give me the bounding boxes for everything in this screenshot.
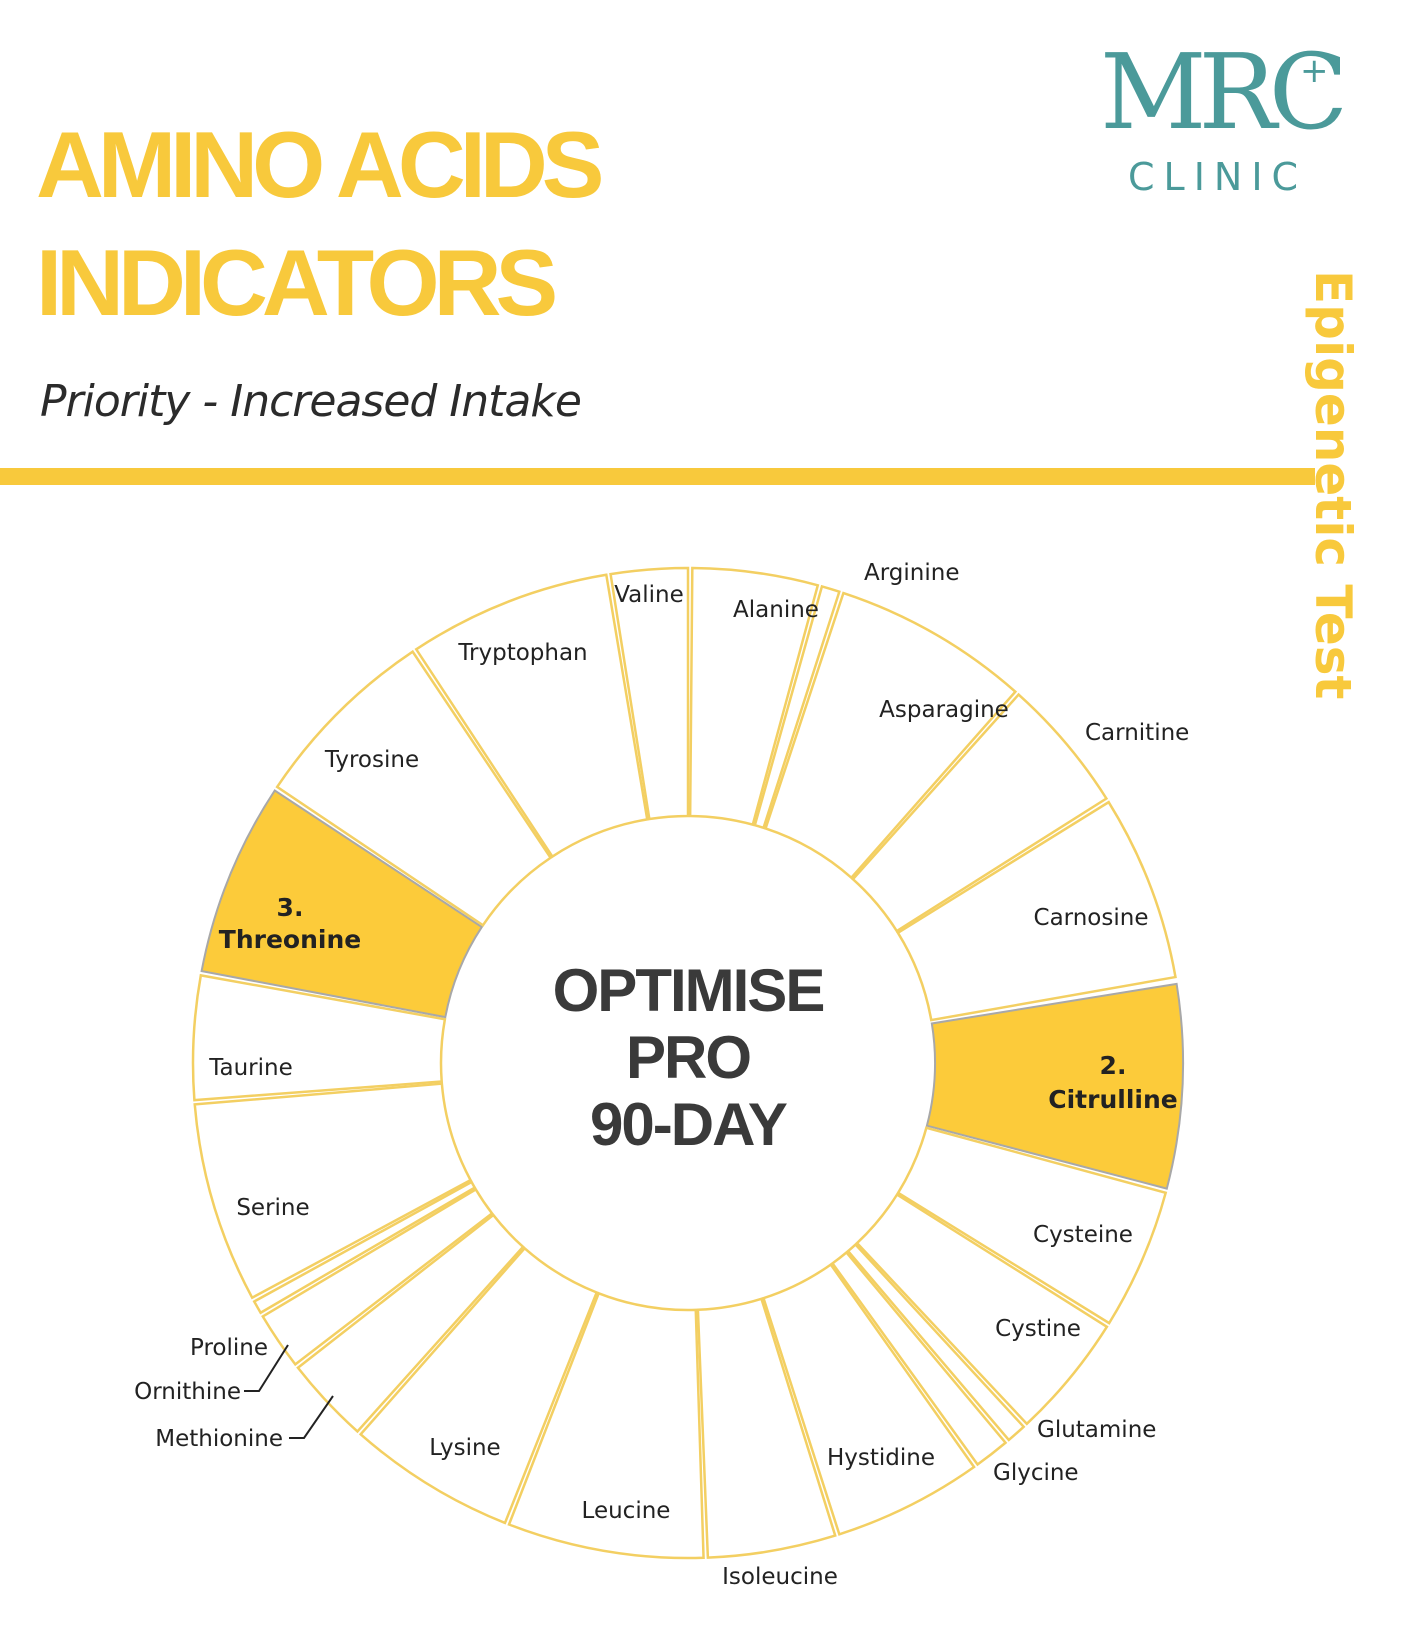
- wheel-segment-methionine: [296, 1213, 525, 1434]
- wheel-segment-isoleucine: [696, 1297, 837, 1559]
- segment-label-alanine: Alanine: [733, 597, 819, 623]
- wheel-segment-serine: [193, 1082, 473, 1300]
- segment-label-tyrosine: Tyrosine: [324, 747, 419, 773]
- subtitle: Priority - Increased Intake: [40, 376, 582, 427]
- segment-label-citrulline: Citrulline: [1048, 1085, 1177, 1114]
- segment-label-serine: Serine: [236, 1195, 309, 1221]
- wheel-segment-threonine: [200, 789, 484, 1019]
- segment-label-ornithine: Ornithine: [134, 1379, 241, 1405]
- logo-plus-icon: +: [1300, 51, 1329, 91]
- center-text-line-2: PRO: [626, 1024, 750, 1091]
- segment-rank-citrulline: 2.: [1100, 1051, 1127, 1080]
- segment-label-isoleucine: Isoleucine: [722, 1564, 838, 1590]
- segment-label-arginine: Arginine: [864, 560, 959, 586]
- wheel-segment-taurine: [191, 973, 447, 1102]
- logo-mark: MRC: [1100, 31, 1348, 153]
- wheel-segment-glycine: [830, 1250, 1008, 1467]
- wheel-segment-cysteine: [896, 1126, 1168, 1325]
- title-line-2: INDICATORS: [36, 230, 558, 335]
- logo-subtext: CLINIC: [1128, 155, 1308, 199]
- wheel-segment-arginine: [753, 584, 841, 830]
- segment-label-valine: Valine: [614, 582, 684, 608]
- segment-label-cysteine: Cysteine: [1033, 1222, 1133, 1248]
- segment-label-cystine: Cystine: [995, 1316, 1081, 1342]
- segment-label-lysine: Lysine: [429, 1435, 500, 1461]
- center-text-line-3: 90-DAY: [590, 1091, 788, 1158]
- header-divider: [0, 468, 1315, 485]
- segment-label-asparagine: Asparagine: [879, 697, 1009, 723]
- wheel-segment-tryptophan: [414, 573, 649, 859]
- segment-label-taurine: Taurine: [208, 1055, 293, 1081]
- wheel-segment-proline: [252, 1180, 477, 1315]
- clinic-logo: MRC + CLINIC: [1100, 31, 1348, 200]
- segment-label-glycine: Glycine: [993, 1460, 1079, 1486]
- wheel-segment-carnitine: [851, 692, 1109, 933]
- segment-label-methionine: Methionine: [155, 1426, 283, 1452]
- wheel-segment-ornithine: [261, 1187, 494, 1367]
- segment-label-hystidine: Hystidine: [827, 1445, 935, 1471]
- wheel-segment-citrulline: [925, 982, 1184, 1190]
- wheel-segment-alanine: [688, 566, 820, 827]
- leader-line-ornithine: [244, 1344, 289, 1392]
- segment-label-proline: Proline: [190, 1335, 268, 1361]
- title-line-1: AMINO ACIDS: [36, 112, 604, 217]
- wheel-segment-hystidine: [761, 1262, 976, 1536]
- wheel-segment-cystine: [855, 1192, 1109, 1426]
- wheel-segment-asparagine: [763, 591, 1018, 880]
- wheel-segment-valine: [609, 566, 690, 821]
- segment-label-glutamine: Glutamine: [1037, 1417, 1156, 1443]
- leader-line-methionine: [289, 1395, 334, 1439]
- segment-label-carnitine: Carnitine: [1085, 720, 1189, 746]
- segment-rank-threonine: 3.: [277, 893, 304, 922]
- wheel-segment-carnosine: [896, 800, 1177, 1022]
- wheel-segment-leucine: [507, 1291, 705, 1560]
- wheel-segment-lysine: [358, 1246, 599, 1525]
- wheel-segment-tyrosine: [275, 649, 553, 927]
- segment-label-carnosine: Carnosine: [1034, 905, 1149, 931]
- segment-label-leucine: Leucine: [582, 1498, 671, 1524]
- segment-label-tryptophan: Tryptophan: [457, 640, 587, 666]
- segment-label-threonine: Threonine: [219, 925, 361, 954]
- wheel-segment-glutamine: [846, 1242, 1026, 1442]
- center-text-line-1: OPTIMISE: [553, 957, 824, 1024]
- leader-lines: [244, 1344, 334, 1439]
